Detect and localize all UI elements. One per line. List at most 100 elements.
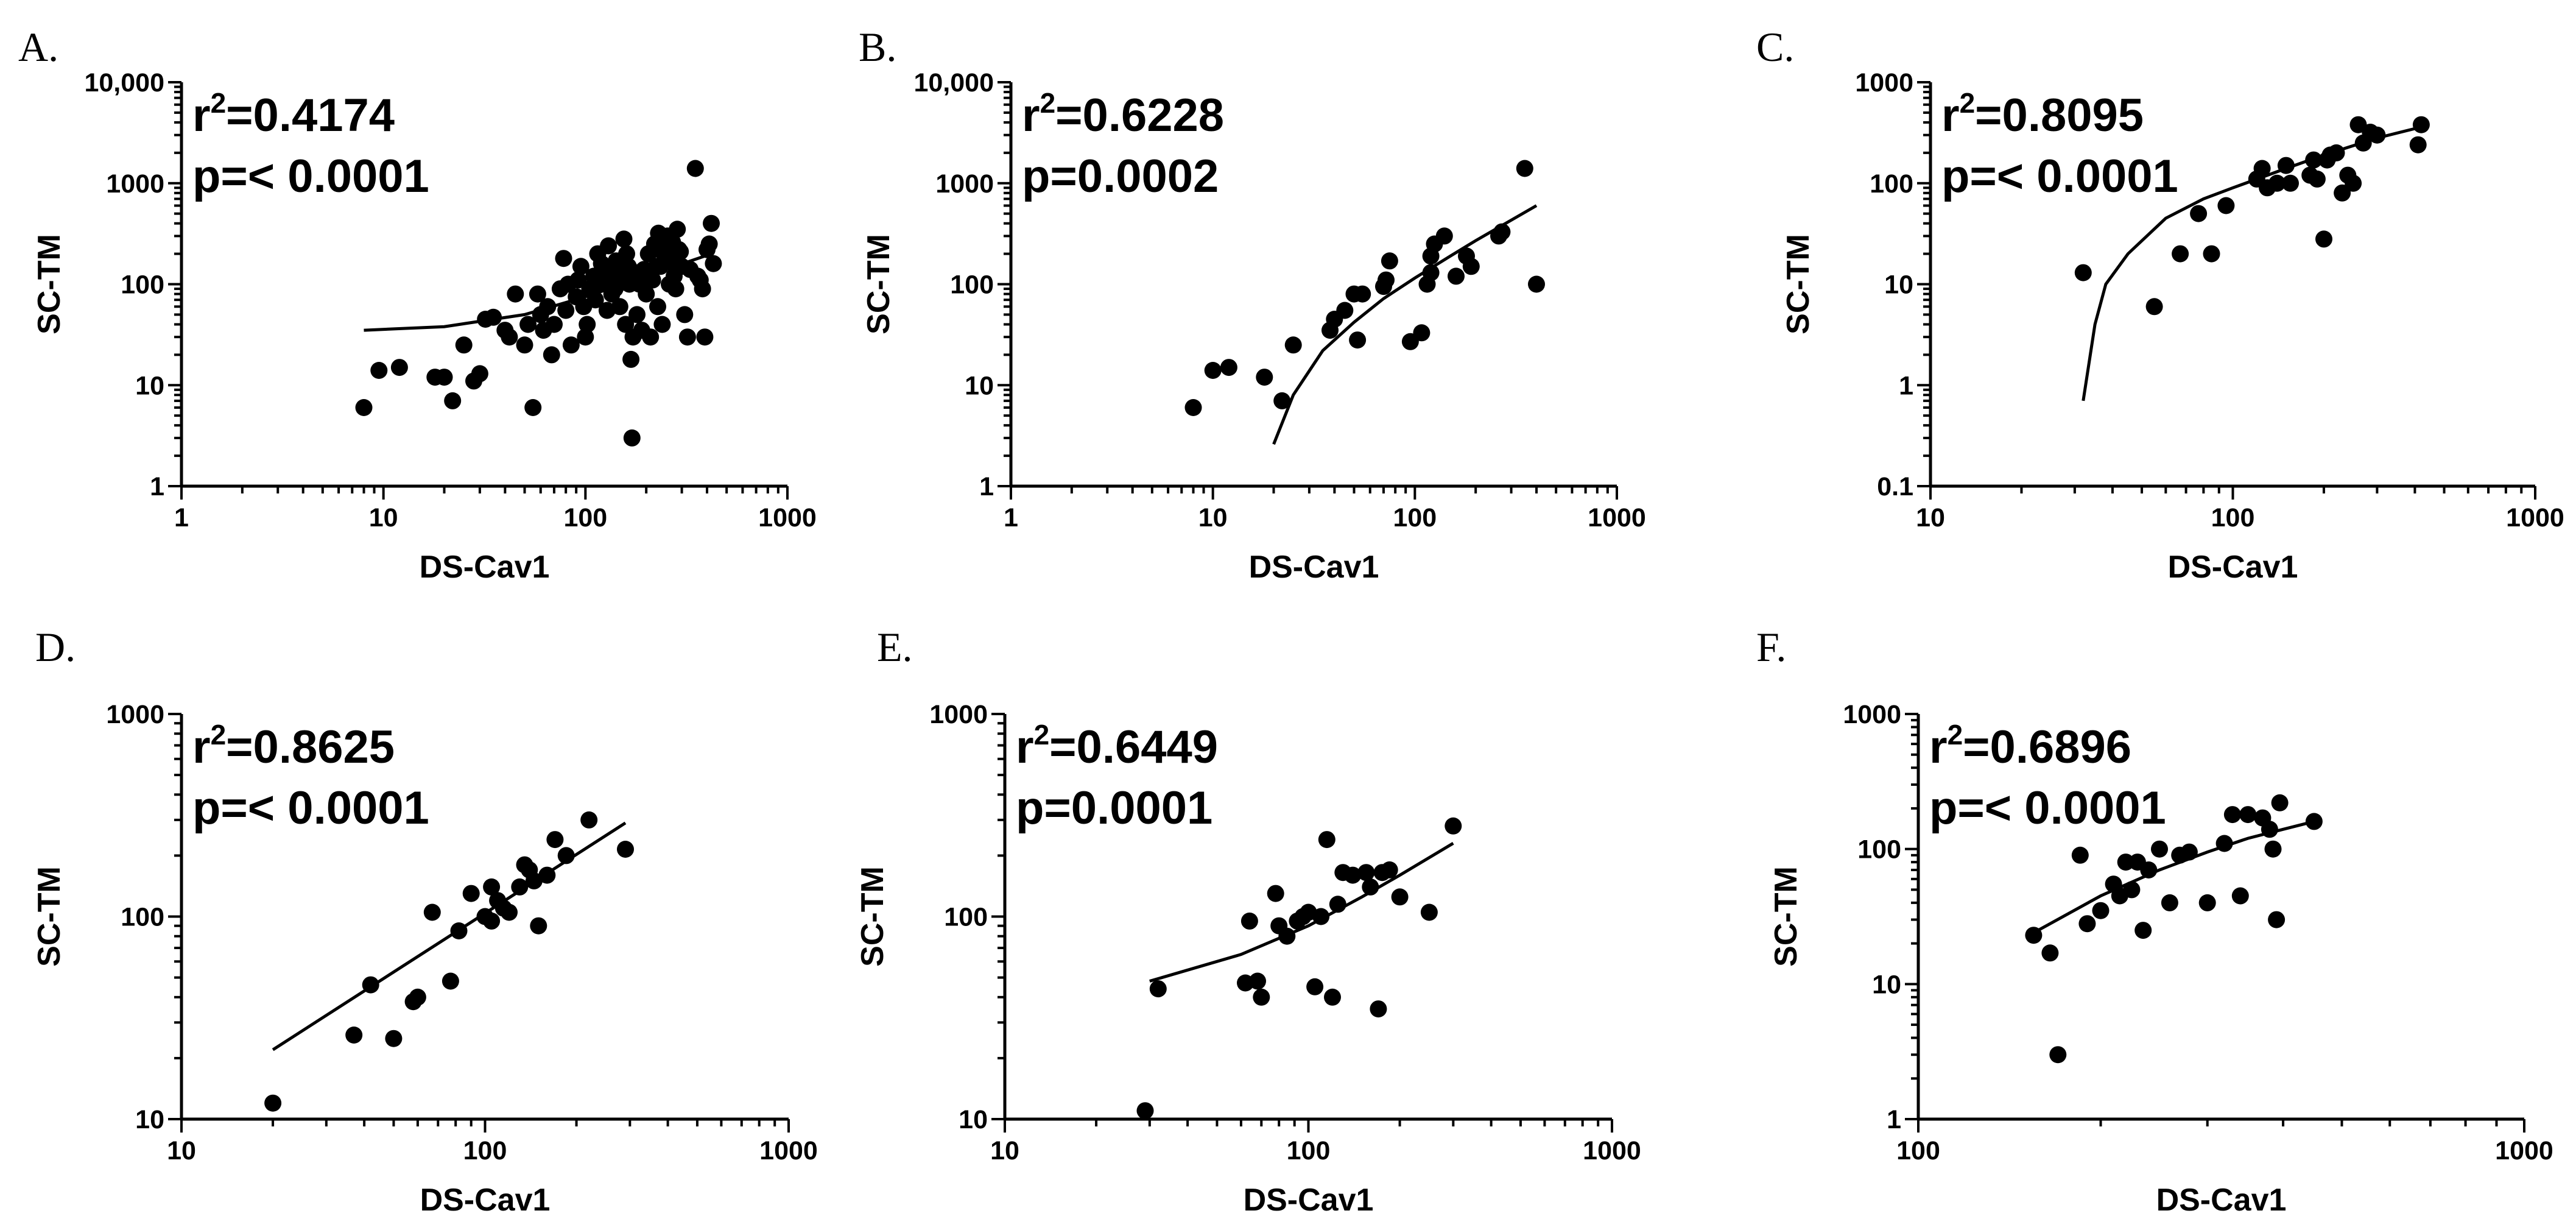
- data-point: [2078, 915, 2096, 933]
- data-point: [1381, 861, 1398, 878]
- x-axis-label: DS-Cav1: [2156, 1182, 2287, 1218]
- x-tick-label: 1000: [758, 503, 817, 532]
- data-point: [455, 336, 473, 354]
- r-squared-label: r2=0.6896: [1929, 719, 2131, 773]
- data-point: [2277, 157, 2295, 174]
- data-point: [501, 328, 518, 346]
- data-point: [264, 1094, 282, 1112]
- y-tick-label: 10: [1884, 270, 1913, 300]
- data-point: [390, 359, 408, 376]
- data-point: [1413, 324, 1431, 342]
- data-point: [2315, 230, 2332, 248]
- data-point: [2203, 245, 2220, 263]
- fit-curve: [2033, 819, 2315, 935]
- data-point: [1445, 817, 1462, 835]
- data-point: [622, 350, 640, 368]
- data-point: [557, 847, 575, 864]
- data-point: [1462, 258, 1480, 275]
- data-point: [579, 316, 596, 333]
- y-tick-label: 10: [135, 371, 164, 400]
- data-point: [2074, 264, 2092, 281]
- data-point: [2261, 821, 2278, 838]
- y-tick-label: 1: [1899, 371, 1913, 400]
- r-squared-label: r2=0.8095: [1941, 87, 2144, 141]
- data-point: [644, 271, 661, 289]
- panel-letter: F.: [1756, 624, 1786, 670]
- y-tick-label: 100: [1870, 169, 1913, 199]
- y-tick-label: 100: [944, 903, 988, 932]
- panel-letter: E.: [877, 624, 913, 670]
- data-point: [1370, 1000, 1387, 1018]
- x-tick-label: 100: [1896, 1136, 1940, 1165]
- r-symbol: r: [1929, 721, 1948, 773]
- x-tick-label: 1000: [1583, 1136, 1641, 1165]
- y-tick-label: 1000: [106, 169, 164, 199]
- data-point: [672, 243, 689, 261]
- data-point: [1435, 227, 1453, 245]
- data-point: [1420, 903, 1438, 921]
- data-point: [1306, 978, 1324, 995]
- y-tick-label: 10,000: [84, 68, 164, 97]
- data-point: [2264, 840, 2282, 858]
- x-tick-label: 100: [563, 503, 607, 532]
- data-point: [638, 285, 655, 303]
- r-squared-value: =0.4174: [226, 90, 395, 141]
- data-point: [1249, 972, 1266, 990]
- data-point: [370, 362, 388, 379]
- y-tick-label: 1000: [929, 700, 988, 729]
- data-point: [1278, 927, 1296, 945]
- data-point: [423, 903, 441, 921]
- data-point: [618, 245, 635, 263]
- data-point: [2092, 902, 2110, 919]
- x-tick-label: 10: [167, 1136, 196, 1165]
- r-squared-value: =0.6896: [1963, 721, 2131, 773]
- data-point: [543, 346, 560, 364]
- data-point: [1493, 223, 1511, 241]
- data-point: [483, 878, 501, 896]
- data-point: [2305, 151, 2323, 169]
- data-point: [703, 214, 720, 232]
- data-point: [2271, 794, 2289, 811]
- data-point: [1184, 399, 1202, 416]
- r-symbol: r: [1941, 90, 1960, 141]
- data-point: [2190, 205, 2208, 222]
- r-symbol: r: [192, 90, 211, 141]
- data-point: [1391, 888, 1409, 906]
- x-axis-label: DS-Cav1: [2168, 550, 2298, 585]
- data-point: [538, 866, 556, 884]
- data-point: [1528, 275, 1545, 293]
- y-axis-label: SC-TM: [32, 234, 67, 334]
- data-point: [2151, 840, 2168, 858]
- r-squared-label: r2=0.6228: [1022, 87, 1224, 141]
- data-point: [485, 308, 502, 326]
- data-point: [623, 429, 641, 447]
- y-tick-label: 100: [1857, 835, 1901, 864]
- data-point: [2172, 245, 2189, 263]
- data-point: [511, 878, 529, 896]
- y-axis-label: SC-TM: [1781, 234, 1816, 334]
- data-point: [617, 841, 634, 858]
- p-value-label: p=< 0.0001: [192, 150, 429, 202]
- data-point: [362, 976, 379, 994]
- data-point: [1516, 160, 1533, 177]
- data-point: [562, 336, 580, 354]
- data-point: [516, 336, 533, 354]
- data-point: [653, 316, 671, 333]
- data-point: [1324, 988, 1341, 1006]
- p-value-label: p=0.0001: [1016, 782, 1212, 834]
- x-tick-label: 1000: [2495, 1136, 2553, 1165]
- y-axis-label: SC-TM: [861, 234, 896, 334]
- data-point: [580, 811, 598, 829]
- data-point: [539, 298, 557, 316]
- data-point: [1381, 252, 1398, 270]
- data-point: [1344, 866, 1362, 884]
- y-axis-label: SC-TM: [32, 866, 67, 967]
- x-axis-label: DS-Cav1: [420, 1182, 551, 1218]
- y-tick-label: 100: [121, 270, 164, 300]
- panel-letter: D.: [35, 624, 76, 670]
- panel-e: E. 10 100 1000 10 100 1000 DS-Cav1 SC-TM r2=0.644…: [855, 624, 1641, 1218]
- data-point: [1448, 267, 1465, 285]
- data-point: [2239, 806, 2257, 824]
